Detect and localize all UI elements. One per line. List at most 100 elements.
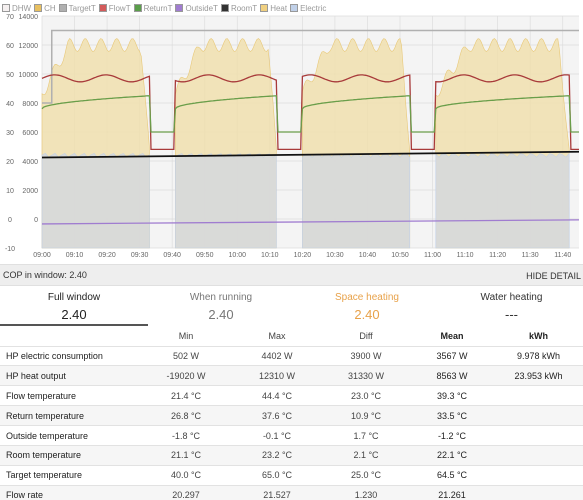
legend-item[interactable]: DHW: [2, 4, 31, 13]
legend-swatch: [58, 4, 67, 12]
cell-metric: Outside temperature: [0, 425, 140, 446]
table-row: Flow rate 20.297 21.527 1.230 21.261: [0, 484, 583, 500]
hide-detail-button[interactable]: HIDE DETAIL: [526, 271, 581, 281]
y-left-tick-label: 30: [6, 130, 14, 137]
cell-max: 21.527: [232, 484, 322, 500]
x-tick-label: 11:40: [554, 252, 571, 259]
legend-item[interactable]: TargetT: [58, 3, 96, 13]
roomt-series-line: [41, 150, 580, 159]
x-tick-label: 10:10: [261, 252, 279, 259]
header-max: Max: [268, 330, 286, 341]
cell-max: 12310 W: [232, 365, 322, 386]
y-left-tick-label: 10: [6, 188, 14, 195]
y-left-tick-label: 60: [6, 43, 14, 50]
cell-kwh: 23.953 kWh: [494, 365, 583, 386]
heatpump-chart[interactable]: -10 0 10 20 30 40 50 60 70 0 2000 4000 6000 8000 10000…: [0, 0, 583, 264]
table-row: Flow temperature 21.4 °C 44.4 °C 23.0 °C 39.…: [0, 385, 583, 406]
x-tick-label: 11:10: [457, 252, 474, 259]
legend-item[interactable]: Heat: [260, 4, 287, 13]
y-power-tick-label: 2000: [22, 188, 38, 195]
cell-min: 26.8 °C: [140, 405, 232, 426]
y-power-tick-label: 6000: [22, 130, 38, 137]
legend-item[interactable]: OutsideT: [175, 3, 218, 13]
cell-mean: 21.261: [410, 484, 494, 500]
cell-max: 4402 W: [232, 345, 322, 366]
x-tick-label: 11:20: [489, 252, 506, 259]
table-row: HP electric consumption 502 W 4402 W 3900 W…: [0, 345, 583, 366]
cell-diff: 3900 W: [322, 345, 410, 366]
y-power-tick-label: 12000: [19, 43, 39, 50]
cell-diff: 1.7 °C: [322, 425, 410, 446]
legend-label: Heat: [270, 3, 288, 13]
x-tick-label: 09:00: [33, 252, 51, 259]
cell-metric: Flow rate: [0, 484, 140, 500]
tab-space-heating[interactable]: Space heating 2.40: [294, 286, 440, 326]
tab-value: 2.40: [61, 307, 87, 322]
cell-diff: 10.9 °C: [322, 405, 410, 426]
chart-canvas[interactable]: -10 0 10 20 30 40 50 60 70 0 2000 4000 6000 8000 10000…: [0, 0, 583, 264]
tab-water-heating[interactable]: Water heating ---: [440, 286, 583, 326]
legend-swatch: [2, 4, 10, 12]
cell-min: 21.1 °C: [140, 444, 232, 466]
legend-swatch: [98, 4, 107, 12]
tab-label: When running: [189, 292, 253, 303]
cell-mean: -1.2 °C: [410, 425, 494, 446]
legend-label: Electric: [300, 3, 327, 13]
cell-metric: Room temperature: [0, 444, 140, 466]
y-left-tick-label: 40: [6, 101, 14, 108]
y-power-tick-label: 4000: [22, 159, 38, 166]
cell-min: 40.0 °C: [140, 464, 232, 486]
tab-value: ---: [505, 307, 518, 322]
cell-mean: 39.3 °C: [410, 385, 494, 406]
legend-item[interactable]: RoomT: [220, 4, 257, 13]
cell-kwh: 9.978 kWh: [494, 345, 583, 366]
cell-diff: 31330 W: [322, 365, 410, 386]
x-tick-label: 10:20: [294, 252, 312, 259]
legend-label: OutsideT: [185, 3, 218, 13]
cell-diff: 25.0 °C: [322, 464, 410, 486]
mode-tabs: Full window 2.40 When running 2.40 Space…: [0, 286, 583, 326]
cell-mean: 3567 W: [410, 345, 494, 366]
legend-swatch: [175, 4, 184, 12]
header-kwh: kWh: [529, 330, 548, 341]
cop-in-window: COP in window: 2.40: [3, 270, 87, 280]
cell-max: 23.2 °C: [232, 444, 322, 466]
outsidet-series-line: [41, 219, 580, 225]
x-tick-label: 10:50: [391, 252, 409, 259]
legend-label: TargetT: [68, 3, 96, 13]
cell-diff: 1.230: [322, 484, 410, 500]
cell-metric: HP heat output: [0, 365, 140, 386]
y-left-tick-label: 20: [6, 159, 14, 166]
cell-mean: 22.1 °C: [410, 444, 494, 466]
table-row: Return temperature 26.8 °C 37.6 °C 10.9 °C 3…: [0, 405, 583, 426]
tab-value: 2.40: [208, 307, 234, 322]
tab-when-running[interactable]: When running 2.40: [148, 286, 294, 326]
cell-diff: 2.1 °C: [322, 444, 410, 466]
legend-item[interactable]: FlowT: [98, 4, 131, 13]
y-power-tick-label: 10000: [19, 72, 39, 79]
tab-value: 2.40: [354, 307, 380, 322]
tab-full-window[interactable]: Full window 2.40: [0, 286, 148, 326]
cell-kwh: [494, 425, 583, 446]
x-tick-label: 10:40: [359, 252, 377, 259]
tab-label: Full window: [47, 292, 101, 303]
legend-swatch: [260, 4, 269, 12]
x-tick-label: 09:30: [131, 252, 149, 259]
legend-item[interactable]: Electric: [290, 4, 326, 13]
y-left-tick-label: -10: [5, 246, 15, 253]
header-metric: [0, 326, 140, 346]
x-tick-label: 09:40: [163, 252, 181, 259]
cell-kwh: [494, 484, 583, 500]
cell-mean: 8563 W: [410, 365, 494, 386]
cell-min: -19020 W: [140, 365, 232, 386]
table-row: Room temperature 21.1 °C 23.2 °C 2.1 °C 22.1…: [0, 444, 583, 466]
cell-min: -1.8 °C: [140, 425, 232, 446]
x-tick-label: 11:30: [522, 252, 539, 259]
legend-label: CH: [44, 3, 56, 13]
tab-label: Water heating: [480, 292, 543, 303]
cell-mean: 33.5 °C: [410, 405, 494, 426]
legend-item[interactable]: CH: [34, 4, 56, 13]
legend-item[interactable]: ReturnT: [133, 3, 173, 13]
legend-label: ReturnT: [143, 3, 173, 13]
cell-kwh: [494, 385, 583, 406]
